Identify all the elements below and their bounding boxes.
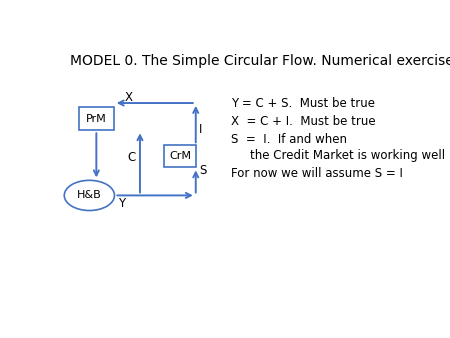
Text: S  =  I.  If and when: S = I. If and when	[230, 133, 346, 146]
Text: PrM: PrM	[86, 114, 107, 124]
Text: X  = C + I.  Must be true: X = C + I. Must be true	[230, 115, 375, 128]
FancyBboxPatch shape	[79, 107, 114, 130]
Text: CrM: CrM	[169, 151, 191, 161]
Text: H&B: H&B	[77, 190, 102, 200]
Text: S: S	[199, 164, 207, 177]
Text: I: I	[199, 123, 202, 136]
Text: Y: Y	[118, 197, 125, 210]
Text: the Credit Market is working well: the Credit Market is working well	[250, 149, 445, 162]
Ellipse shape	[64, 180, 114, 211]
Text: X: X	[124, 91, 132, 104]
Text: MODEL 0. The Simple Circular Flow. Numerical exercises: MODEL 0. The Simple Circular Flow. Numer…	[70, 54, 450, 68]
Text: C: C	[128, 150, 136, 164]
FancyBboxPatch shape	[164, 145, 196, 167]
Text: For now we will assume S = I: For now we will assume S = I	[230, 167, 402, 180]
Text: Y = C + S.  Must be true: Y = C + S. Must be true	[230, 97, 374, 110]
